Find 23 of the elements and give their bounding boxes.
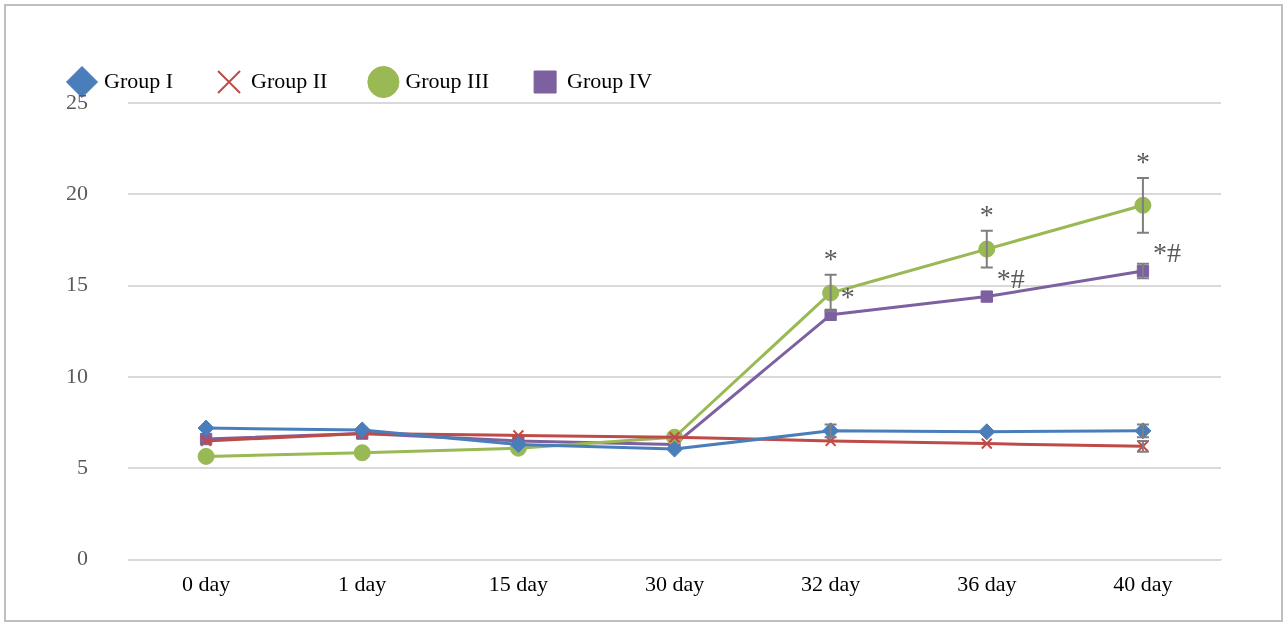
annotation: *# xyxy=(1152,237,1181,269)
annotation: * xyxy=(823,243,838,275)
x-tick-label: 1 day xyxy=(338,570,387,596)
legend-label: Group II xyxy=(251,67,328,93)
annotation: * xyxy=(840,281,855,313)
y-tick-label: 25 xyxy=(66,88,88,114)
legend-label: Group IV xyxy=(567,67,653,93)
x-tick-label: 32 day xyxy=(801,570,861,596)
y-tick-label: 15 xyxy=(66,271,88,297)
y-tick-label: 0 xyxy=(77,545,88,571)
x-tick-label: 30 day xyxy=(644,570,705,596)
y-tick-label: 5 xyxy=(77,454,88,480)
y-tick-label: 10 xyxy=(66,362,88,388)
legend-label: Group I xyxy=(104,67,174,93)
x-tick-label: 0 day xyxy=(181,570,231,596)
annotation: * xyxy=(1135,146,1150,178)
y-tick-label: 20 xyxy=(66,180,88,206)
legend-label: Group III xyxy=(405,67,490,93)
x-tick-label: 15 day xyxy=(488,570,548,596)
annotation: *# xyxy=(996,262,1025,294)
x-tick-label: 40 day xyxy=(1113,570,1173,596)
annotation: * xyxy=(979,199,994,231)
x-tick-label: 36 day xyxy=(957,570,1017,596)
